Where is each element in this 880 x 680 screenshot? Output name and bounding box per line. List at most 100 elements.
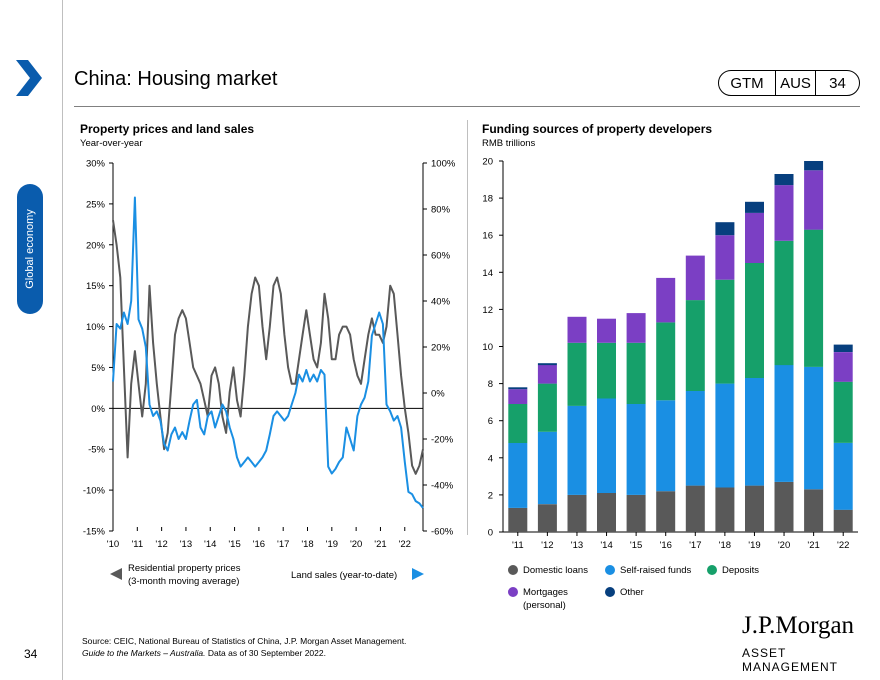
bar-segment-domestic-loans — [774, 481, 794, 532]
x-tick-label: '13 — [180, 539, 192, 550]
bar-segment-deposits — [804, 229, 824, 367]
bar-segment-self-raised-funds — [685, 391, 705, 486]
gtm-badge: GTM AUS 34 — [718, 70, 860, 96]
bar-segment-deposits — [567, 342, 587, 406]
bar-segment-mortgages-personal- — [715, 235, 735, 280]
section-tab-global-economy[interactable]: Global economy — [17, 184, 43, 314]
bar-segment-self-raised-funds — [537, 431, 557, 505]
bar-x-tick-label: '18 — [719, 540, 731, 551]
right-y-tick-label: 100% — [431, 159, 456, 170]
bar-segment-mortgages-personal- — [597, 318, 616, 343]
bar-segment-self-raised-funds — [745, 378, 764, 486]
source-note: Source: CEIC, National Bureau of Statist… — [82, 635, 406, 659]
right-y-tick-label: -20% — [431, 435, 454, 446]
bar-segment-domestic-loans — [567, 494, 587, 532]
left-y-tick-label: -15% — [83, 527, 106, 538]
bar-y-tick-label: 18 — [482, 194, 493, 205]
legend-swatch-mortgages-personal — [508, 587, 518, 597]
left-y-tick-label: -5% — [88, 445, 105, 456]
bar-y-tick-label: 8 — [488, 379, 493, 390]
bar-segment-other — [774, 174, 794, 186]
legend-swatch-self-raised-funds — [605, 565, 615, 575]
bar-segment-mortgages-personal- — [745, 212, 764, 263]
header-rule — [74, 106, 860, 107]
bar-segment-self-raised-funds — [715, 383, 735, 488]
bar-segment-self-raised-funds — [567, 405, 587, 495]
bar-segment-domestic-loans — [745, 485, 764, 532]
bar-segment-domestic-loans — [626, 494, 646, 532]
x-tick-label: '18 — [301, 539, 313, 550]
bar-segment-self-raised-funds — [833, 443, 853, 510]
bar-segment-self-raised-funds — [508, 443, 528, 508]
legend-swatch-other — [605, 587, 615, 597]
bar-segment-other — [508, 387, 528, 390]
bar-segment-deposits — [745, 263, 764, 378]
x-tick-label: '10 — [107, 539, 119, 550]
right-y-tick-label: 20% — [431, 343, 451, 354]
bar-x-tick-label: '12 — [541, 540, 553, 551]
right-y-tick-label: 60% — [431, 251, 451, 262]
jpmorgan-logo: J.P.Morgan — [742, 612, 855, 639]
bar-y-tick-label: 2 — [488, 490, 493, 501]
bar-segment-domestic-loans — [685, 485, 705, 532]
bar-segment-other — [833, 344, 853, 352]
left-y-tick-label: 25% — [86, 199, 106, 210]
residential-prices-line — [112, 220, 424, 475]
bar-x-tick-label: '19 — [748, 540, 760, 551]
bar-segment-other — [804, 161, 824, 171]
legend-label-other: Other — [620, 587, 644, 598]
bar-segment-mortgages-personal- — [567, 316, 587, 343]
bar-segment-deposits — [715, 279, 735, 384]
chevron-right-icon — [16, 60, 42, 96]
bar-y-tick-label: 10 — [482, 342, 493, 353]
bar-segment-self-raised-funds — [597, 398, 616, 493]
x-tick-label: '21 — [374, 539, 386, 550]
left-y-tick-label: -10% — [83, 486, 106, 497]
bar-x-tick-label: '22 — [837, 540, 849, 551]
left-y-tick-label: 30% — [86, 159, 106, 170]
bar-segment-self-raised-funds — [774, 365, 794, 482]
x-tick-label: '17 — [277, 539, 289, 550]
bar-segment-deposits — [537, 383, 557, 432]
bar-y-tick-label: 20 — [482, 157, 493, 168]
guide-title: Guide to the Markets – Australia. — [82, 648, 206, 658]
chart-divider — [467, 120, 468, 535]
bar-segment-domestic-loans — [537, 504, 557, 532]
legend-residential-line2: (3-month moving average) — [128, 576, 239, 587]
bar-segment-domestic-loans — [804, 489, 824, 532]
right-chart-title: Funding sources of property developers — [482, 122, 713, 136]
bar-segment-deposits — [833, 381, 853, 443]
left-arrow-icon — [110, 568, 122, 580]
left-y-tick-label: 15% — [86, 281, 106, 292]
legend-label-self-raised-funds: Self-raised funds — [620, 565, 692, 576]
left-chart-title: Property prices and land sales — [80, 122, 255, 136]
badge-page: 34 — [829, 74, 846, 92]
bar-segment-mortgages-personal- — [656, 277, 676, 323]
right-chart-subtitle: RMB trillions — [482, 138, 536, 149]
source-line: Source: CEIC, National Bureau of Statist… — [82, 636, 407, 646]
bar-segment-deposits — [597, 342, 616, 399]
bar-y-tick-label: 0 — [488, 528, 493, 539]
bar-segment-other — [715, 222, 735, 236]
right-y-tick-label: 40% — [431, 297, 451, 308]
land-sales-line — [112, 196, 424, 509]
bar-y-tick-label: 14 — [482, 268, 493, 279]
bar-segment-self-raised-funds — [804, 366, 824, 490]
bar-y-tick-label: 12 — [482, 305, 493, 316]
right-y-tick-label: 80% — [431, 205, 451, 216]
x-tick-label: '20 — [350, 539, 362, 550]
right-y-tick-label: 0% — [431, 389, 445, 400]
bar-segment-deposits — [685, 300, 705, 391]
bar-segment-mortgages-personal- — [537, 365, 557, 384]
data-as-of: Data as of 30 September 2022. — [205, 648, 326, 658]
left-y-tick-label: 10% — [86, 322, 106, 333]
x-tick-label: '12 — [155, 539, 167, 550]
bar-segment-other — [745, 201, 764, 213]
bar-x-tick-label: '16 — [660, 540, 672, 551]
left-chart-subtitle: Year-over-year — [80, 138, 143, 149]
vertical-rule — [62, 0, 63, 680]
legend-label-deposits: Deposits — [722, 565, 759, 576]
page-number: 34 — [24, 647, 38, 661]
bar-segment-mortgages-personal- — [508, 389, 528, 404]
